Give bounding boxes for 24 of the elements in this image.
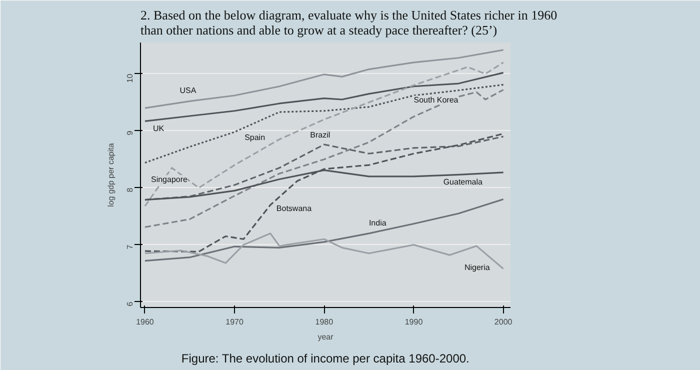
y-tick-label: 9 bbox=[126, 130, 134, 136]
y-tick-label: 6 bbox=[126, 301, 134, 306]
y-tick-label: 7 bbox=[126, 244, 134, 250]
series-label: Nigeria bbox=[464, 262, 490, 272]
y-axis-title: log gdp per capita bbox=[106, 142, 116, 207]
series-label: USA bbox=[180, 86, 197, 96]
chart-title: 2. Based on the below diagram, evaluate why is the United States richer in 1960 than other nations and able to grow at a steady pace thereafter? (25’) bbox=[140, 8, 558, 38]
series-label: Brazil bbox=[310, 130, 330, 140]
series-label: Guatemala bbox=[443, 177, 484, 186]
series-label: Spain bbox=[244, 132, 266, 142]
series-label: India bbox=[368, 218, 387, 228]
x-tick-label: 2000 bbox=[494, 318, 513, 326]
series-label: Singapore bbox=[150, 175, 188, 184]
x-tick-label: 1970 bbox=[226, 318, 244, 326]
series-label: South Korea bbox=[414, 96, 459, 105]
series-label: UK bbox=[152, 124, 165, 134]
series-label: Botswana bbox=[276, 204, 312, 213]
y-tick-label: 10 bbox=[126, 73, 134, 83]
x-tick-label: 1980 bbox=[315, 318, 334, 326]
x-tick-label: 1960 bbox=[136, 318, 154, 326]
x-axis-title: year bbox=[318, 332, 334, 342]
x-tick-label: 1990 bbox=[404, 318, 424, 326]
y-tick-label: 8 bbox=[126, 187, 134, 192]
text: Figure: The evolution of income per capita 1960-2000. bbox=[181, 352, 470, 366]
